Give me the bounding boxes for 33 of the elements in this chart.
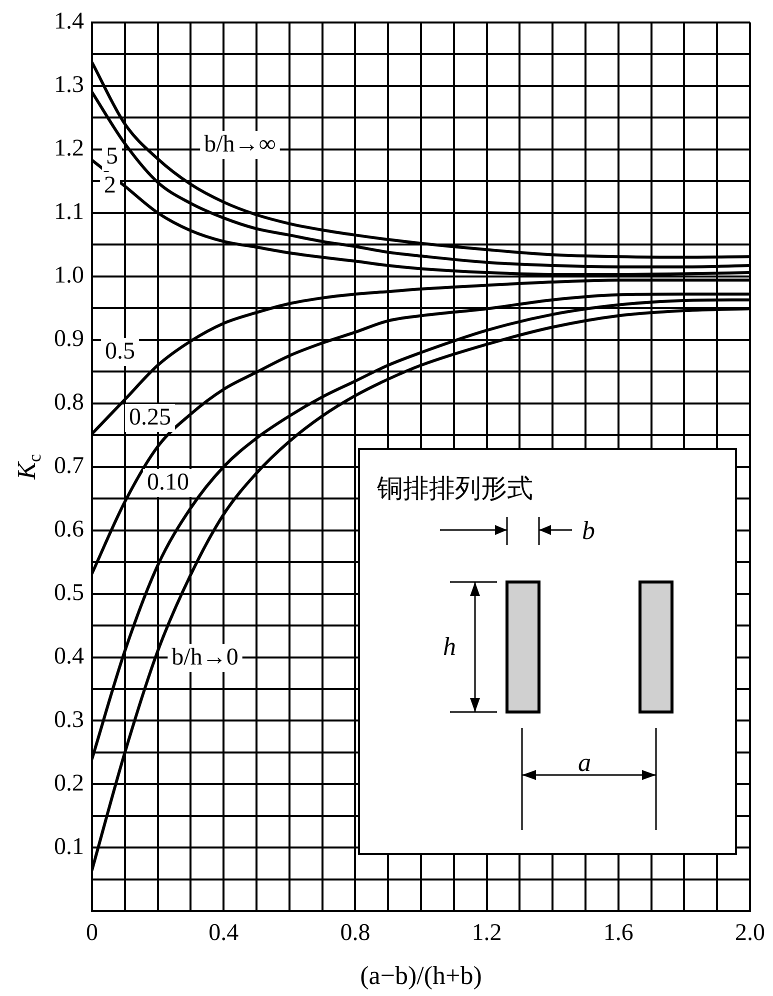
annotation: b/h→0: [172, 644, 238, 670]
x-tick-label: 1.2: [472, 920, 502, 946]
y-axis-title: Kc: [12, 454, 45, 481]
y-tick-label: 0.1: [54, 834, 84, 860]
annotation: 铜排排列形式: [377, 474, 533, 503]
y-tick-label: 1.2: [54, 136, 84, 162]
y-tick-label: 1.0: [54, 262, 84, 289]
annotation: b/h→∞: [204, 131, 276, 158]
y-tick-label: 1.1: [54, 199, 84, 226]
annotation: 0.25: [129, 404, 171, 430]
y-tick-label: 0.4: [54, 644, 84, 670]
x-tick-label: 0: [86, 920, 98, 946]
annotation: 0.10: [147, 469, 189, 496]
annotation: 0.5: [105, 338, 135, 364]
annotation: b: [582, 516, 595, 545]
x-tick-label: 0.8: [340, 920, 370, 946]
y-tick-label: 0.6: [54, 516, 84, 543]
y-tick-label: 0.7: [54, 453, 84, 480]
annotation: h: [443, 632, 456, 661]
y-tick-label: 1.4: [54, 8, 84, 35]
y-tick-label: 0.8: [54, 390, 84, 416]
x-axis-title: (a−b)/(h+b): [360, 960, 482, 990]
x-tick-label: 0.4: [208, 920, 239, 946]
annotation: 5: [106, 143, 118, 170]
annotation: 2: [104, 172, 116, 198]
y-tick-label: 1.3: [54, 72, 84, 98]
x-tick-label: 1.6: [603, 920, 634, 946]
x-tick-label: 2.0: [735, 920, 765, 946]
y-tick-label: 0.3: [54, 707, 84, 734]
y-tick-label: 0.2: [54, 770, 84, 797]
annotation: a: [578, 748, 591, 777]
y-tick-label: 0.9: [54, 326, 84, 352]
y-tick-label: 0.5: [54, 580, 84, 606]
